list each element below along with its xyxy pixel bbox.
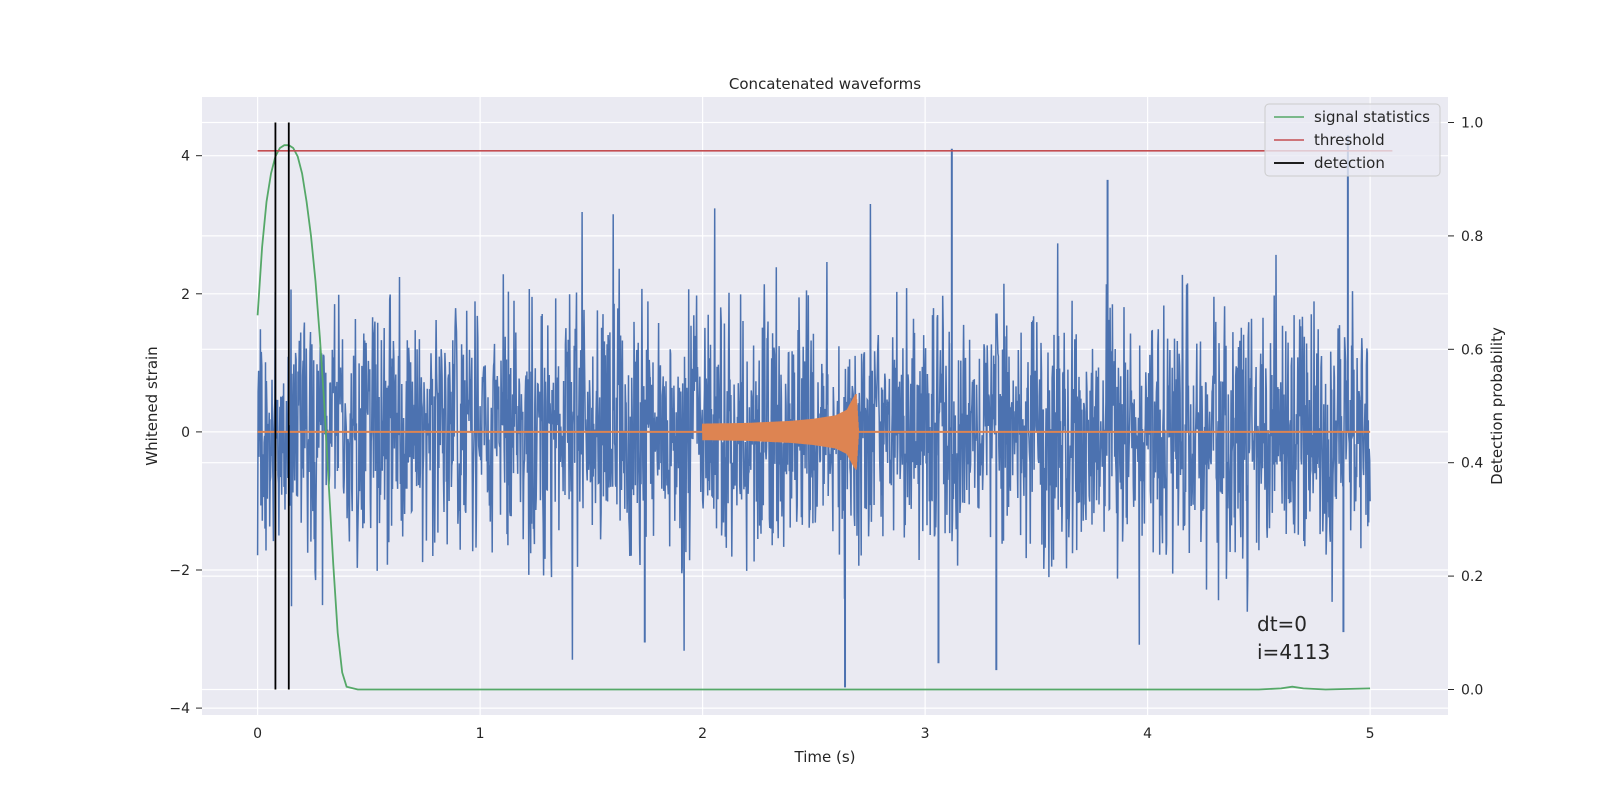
x-tick-label: 0 [253, 726, 262, 742]
x-tick-label: 4 [1143, 726, 1152, 742]
x-tick-label: 3 [921, 726, 930, 742]
legend-label-threshold: threshold [1314, 131, 1385, 149]
annotation-index: i=4113 [1257, 640, 1330, 664]
x-tick-label: 2 [698, 726, 707, 742]
y2-axis-label: Detection probability [1488, 327, 1506, 485]
legend: signal statistics threshold detection [1264, 103, 1441, 177]
y-tick-label: 0 [181, 425, 190, 441]
legend-box [1264, 103, 1441, 177]
legend-label-detection: detection [1314, 154, 1385, 172]
signal-statistics-line [256, 144, 1371, 691]
x-tick-label: 1 [476, 726, 485, 742]
legend-label-signal-statistics: signal statistics [1314, 108, 1430, 126]
strain-line [256, 203, 1371, 660]
chart-title: Concatenated waveforms [729, 75, 921, 93]
x-axis-label: Time (s) [794, 748, 856, 766]
y-tick-label: 4 [181, 149, 190, 165]
y-tick-label: −2 [169, 563, 190, 579]
y2-tick-label: 1.0 [1461, 116, 1483, 132]
y-axis-label: Whitened strain [143, 346, 161, 465]
waveform-chirp [701, 393, 860, 470]
annotation-dt: dt=0 [1257, 612, 1307, 636]
y-tick-label: −4 [169, 701, 190, 717]
y2-tick-label: 0.2 [1461, 569, 1483, 585]
y-tick-label: 2 [181, 287, 190, 303]
y2-tick-label: 0.8 [1461, 229, 1483, 245]
x-tick-label: 5 [1366, 726, 1375, 742]
series-layer [256, 122, 1393, 691]
y2-tick-label: 0.4 [1461, 456, 1483, 472]
y2-tick-label: 0.6 [1461, 342, 1483, 358]
ticks-layer: 0 1 2 3 4 5 −4 −2 0 2 4 0.0 0.2 0.4 0.6 0.8 1.0 [169, 116, 1483, 742]
y2-tick-label: 0.0 [1461, 682, 1483, 698]
